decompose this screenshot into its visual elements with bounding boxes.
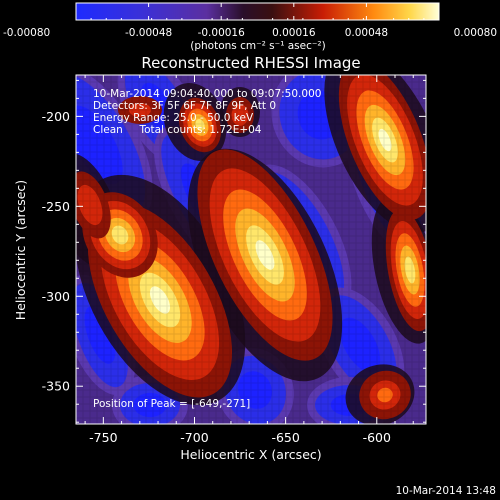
info-line-time: 10-Mar-2014 09:04:40.000 to 09:07:50.000: [93, 88, 321, 100]
colorbar-tick-label: -0.00080: [3, 27, 50, 39]
y-axis-label: Heliocentric Y (arcsec): [13, 180, 28, 320]
y-tick-labels: -200 -250 -300 -350: [42, 109, 70, 394]
info-line-detectors: Detectors: 3F 5F 6F 7F 8F 9F, Att 0: [93, 100, 276, 112]
colorbar-tick-label: -0.00048: [125, 27, 172, 39]
x-tick-label: -600: [363, 430, 391, 445]
colorbar-ticks: [75, 3, 440, 20]
x-tick-label: -700: [180, 430, 208, 445]
x-tick-labels: -750 -700 -650 -600: [89, 430, 391, 445]
render-timestamp: 10-Mar-2014 13:48: [396, 485, 496, 497]
info-line-clean: Clean Total counts: 1.72E+04: [93, 124, 262, 136]
info-block: 10-Mar-2014 09:04:40.000 to 09:07:50.000…: [93, 88, 321, 136]
colorbar: [75, 2, 440, 21]
x-tick-label: -650: [271, 430, 299, 445]
colorbar-tick-label: 0.00016: [272, 27, 316, 39]
x-axis-label: Heliocentric X (arcsec): [180, 447, 321, 462]
rhessi-map-image: [76, 75, 426, 424]
y-tick-label: -200: [42, 109, 70, 124]
y-tick-label: -250: [42, 199, 70, 214]
plot-frame: [75, 74, 427, 425]
colorbar-unit-label: (photons cm⁻² s⁻¹ asec⁻²): [190, 40, 325, 52]
x-tick-label: -750: [89, 430, 117, 445]
axis-ticks: [76, 75, 426, 424]
image-title: Reconstructed RHESSI Image: [141, 54, 360, 72]
peak-position-label: Position of Peak = [-649,-271]: [93, 398, 250, 410]
y-tick-label: -300: [42, 289, 70, 304]
colorbar-tick-label: 0.00080: [454, 27, 497, 39]
info-line-energy: Energy Range: 25.0 - 50.0 keV: [93, 112, 254, 124]
colorbar-tick-label: -0.00016: [198, 27, 246, 39]
colorbar-tick-labels: -0.00080 -0.00048 -0.00016 0.00016 0.00048 0.…: [3, 27, 497, 39]
colorbar-tick-label: 0.00048: [345, 27, 388, 39]
y-tick-label: -350: [42, 379, 70, 394]
